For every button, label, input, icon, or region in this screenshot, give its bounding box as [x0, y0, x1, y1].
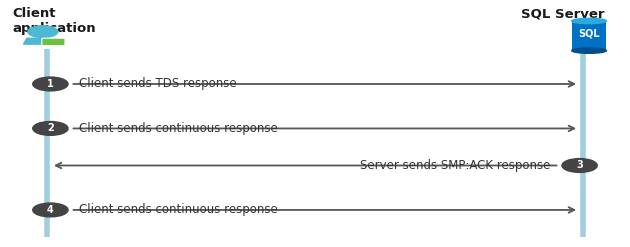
- Text: 4: 4: [47, 205, 54, 215]
- Circle shape: [562, 159, 597, 172]
- Ellipse shape: [572, 48, 607, 53]
- Ellipse shape: [572, 18, 607, 24]
- Text: Client sends TDS response: Client sends TDS response: [79, 78, 237, 90]
- Text: Client sends continuous response: Client sends continuous response: [79, 122, 278, 135]
- Text: 2: 2: [47, 124, 54, 133]
- Text: 1: 1: [47, 79, 54, 89]
- Text: Client
application: Client application: [13, 7, 96, 35]
- Text: Client sends continuous response: Client sends continuous response: [79, 204, 278, 216]
- Circle shape: [33, 203, 68, 217]
- Text: Server sends SMP:ACK response: Server sends SMP:ACK response: [360, 159, 551, 172]
- Text: SQL Server: SQL Server: [521, 7, 605, 21]
- FancyBboxPatch shape: [572, 21, 607, 51]
- Text: SQL: SQL: [578, 29, 600, 39]
- Circle shape: [28, 26, 58, 38]
- Circle shape: [33, 122, 68, 135]
- Text: 3: 3: [576, 161, 583, 170]
- Polygon shape: [23, 38, 54, 44]
- FancyBboxPatch shape: [42, 38, 65, 45]
- Circle shape: [33, 77, 68, 91]
